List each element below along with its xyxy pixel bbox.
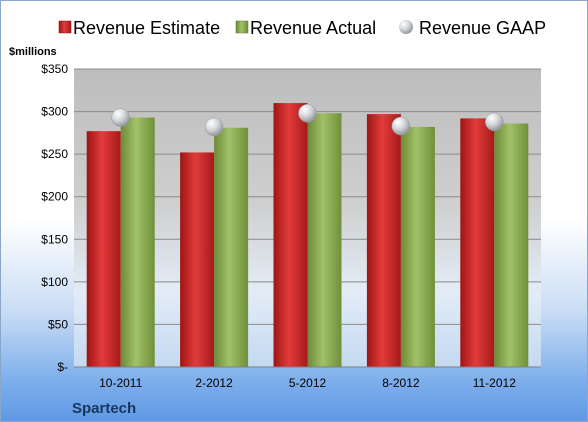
bar-revenue-actual bbox=[214, 127, 249, 368]
gaap-markers bbox=[111, 104, 504, 137]
bar-revenue-estimate bbox=[273, 103, 308, 368]
y-tick-label: $200 bbox=[41, 190, 68, 204]
bar-revenue-estimate bbox=[460, 118, 495, 367]
legend-label-revenue-actual: Revenue Actual bbox=[250, 18, 376, 38]
marker-revenue-gaap bbox=[111, 108, 130, 127]
y-tick-label: $250 bbox=[41, 147, 68, 161]
legend-swatch-revenue-estimate bbox=[58, 20, 72, 34]
y-axis-ticks: $- $50 $100 $150 $200 $250 $300 $350 bbox=[41, 62, 68, 374]
marker-revenue-gaap bbox=[485, 112, 504, 132]
x-tick-label: 10-2011 bbox=[99, 376, 142, 390]
x-axis-ticks: 10-2011 2-2012 5-2012 8-2012 11-2012 bbox=[99, 376, 516, 390]
y-tick-label: $- bbox=[57, 360, 68, 374]
y-tick-label: $100 bbox=[41, 275, 68, 289]
x-tick-label: 8-2012 bbox=[382, 376, 420, 390]
marker-revenue-gaap bbox=[204, 117, 224, 137]
x-tick-label: 5-2012 bbox=[289, 376, 327, 390]
legend-item-revenue-gaap: Revenue GAAP bbox=[399, 18, 546, 38]
x-tick-label: 2-2012 bbox=[195, 376, 233, 390]
x-tick-label: 11-2012 bbox=[473, 376, 516, 390]
company-name: Spartech bbox=[72, 400, 136, 417]
y-tick-label: $150 bbox=[41, 232, 68, 246]
bar-revenue-estimate bbox=[180, 152, 215, 367]
legend-swatch-revenue-actual bbox=[235, 20, 249, 34]
y-tick-label: $350 bbox=[41, 62, 68, 76]
bars bbox=[86, 103, 529, 368]
bar-revenue-actual bbox=[120, 117, 155, 367]
legend-label-revenue-estimate: Revenue Estimate bbox=[73, 18, 220, 38]
marker-revenue-gaap bbox=[391, 116, 411, 136]
bar-revenue-actual bbox=[307, 113, 342, 367]
legend-label-revenue-gaap: Revenue GAAP bbox=[419, 18, 546, 38]
bar-revenue-estimate bbox=[366, 114, 401, 367]
legend-item-revenue-estimate: Revenue Estimate bbox=[58, 18, 220, 38]
y-tick-label: $50 bbox=[48, 317, 68, 331]
bar-revenue-estimate bbox=[86, 131, 121, 367]
marker-revenue-gaap bbox=[298, 104, 317, 123]
legend-item-revenue-actual: Revenue Actual bbox=[235, 18, 376, 38]
bar-revenue-actual bbox=[494, 123, 529, 368]
bar-revenue-actual bbox=[400, 126, 435, 367]
y-tick-label: $300 bbox=[41, 105, 68, 119]
legend: Revenue Estimate Revenue Actual Revenue … bbox=[58, 18, 546, 38]
unit-label: $millions bbox=[9, 46, 57, 58]
legend-marker-revenue-gaap bbox=[399, 20, 413, 34]
